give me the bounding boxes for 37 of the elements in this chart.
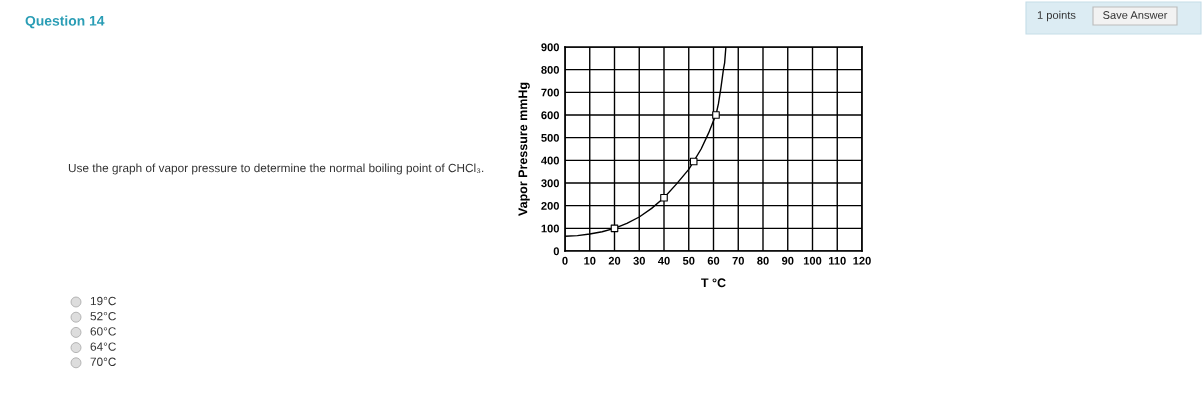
text: 52°C: [90, 312, 116, 321]
text: Use the graph of vapor pressure to determine the normal boiling point of CHCl₃.: [68, 163, 484, 175]
x-tick-label: 120: [853, 256, 871, 265]
text: 64°C: [90, 342, 116, 351]
x-tick-label: 50: [682, 256, 695, 265]
x-tick-label: 80: [757, 256, 769, 265]
x-tick-label: 60: [707, 256, 720, 265]
point: [660, 193, 668, 202]
x-tick-label: 90: [781, 256, 794, 265]
x-tick-label: 100: [803, 256, 822, 265]
y-tick-label: 0: [553, 247, 559, 256]
text: 1 points: [1037, 10, 1076, 22]
point: [712, 111, 720, 119]
x-tick-label: 20: [608, 256, 621, 265]
y-tick-label: 400: [541, 156, 559, 165]
x-tick-label: 10: [584, 256, 596, 265]
y-tick-label: 500: [541, 133, 559, 142]
y-tick-label: 900: [541, 43, 559, 52]
text: Question 14: [25, 15, 105, 29]
point: [689, 157, 698, 166]
x-tick-label: 110: [828, 256, 846, 265]
y-tick-label: 200: [541, 201, 559, 210]
x-tick-label: 40: [657, 256, 670, 265]
text: 19°C: [90, 296, 116, 306]
x-tick-label: 70: [732, 256, 744, 265]
x-axis-title: T °C: [701, 278, 726, 288]
text: 60°C: [90, 327, 116, 336]
y-tick-label: 100: [541, 224, 559, 233]
y-tick-label: 600: [541, 111, 559, 120]
y-axis-title: Vapor Pressure mmHg: [518, 82, 530, 216]
x-tick-label: 0: [562, 256, 568, 265]
y-tick-label: 300: [541, 179, 559, 188]
y-tick-label: 800: [541, 65, 559, 74]
text: 70°C: [90, 357, 116, 366]
y-tick-label: 700: [541, 88, 559, 97]
text: Save Answer: [1103, 11, 1168, 19]
x-tick-label: 30: [633, 256, 645, 265]
